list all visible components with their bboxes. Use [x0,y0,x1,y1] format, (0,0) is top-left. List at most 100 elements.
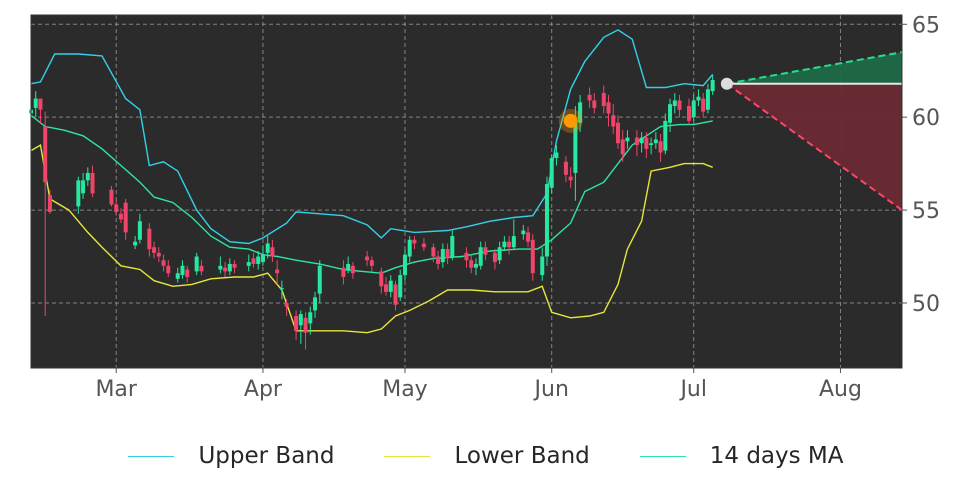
candle-body [549,158,554,188]
candle-up [265,236,270,259]
candle-body [530,239,535,274]
candle-body [227,263,232,272]
candle-body [473,263,478,268]
candle-down [530,234,535,281]
candle-body [223,267,228,272]
candle-body [412,239,417,244]
last-price-marker [720,77,733,90]
candle-body [33,98,38,108]
candle-down [114,198,119,216]
candle-body [507,241,512,248]
legend-item-upper-band: Upper Band [128,443,334,469]
candle-body [294,315,299,331]
candle-up [540,247,545,281]
candle-down [483,241,488,261]
candle-body [43,126,48,183]
candle-body [478,247,483,266]
candle-body [691,100,696,118]
candle-down [658,133,663,162]
candle-body [265,243,270,253]
forecast-down-area [726,83,902,211]
candle-body [137,221,142,240]
candle-body [578,102,583,123]
candle-up [279,280,284,300]
candle-down [526,226,531,248]
candle-body [85,172,90,181]
candle-body [199,265,204,272]
candle-up [497,241,502,264]
candle-body [521,230,526,235]
candle-up [710,74,715,95]
candle-up [227,258,232,276]
candle-up [649,137,654,155]
candle-down [365,250,370,266]
candle-body [497,247,502,261]
candle-body [611,115,616,127]
candle-body [47,195,52,212]
candle-body [194,256,199,272]
legend-item-lower-band: Lower Band [384,443,590,469]
candle-up [473,258,478,276]
candle-body [663,120,668,151]
candle-body [592,100,597,108]
candle-body [658,141,663,153]
candle-down [421,237,426,251]
candle-up [398,269,403,302]
x-tick-label: Jun [533,377,569,402]
candle-body [421,243,426,248]
candle-down [620,130,625,162]
candle-down [185,265,190,283]
candle-body [483,247,488,255]
candle-body [185,269,190,277]
candle-down [166,260,171,277]
candle-body [615,122,620,144]
candle-down [469,254,474,274]
candle-up [549,154,554,194]
candle-body [308,312,313,324]
candle-up [246,254,251,272]
candle-down [341,260,346,285]
candle-down [161,254,166,272]
candle-body [606,102,611,114]
candle-body [511,236,516,248]
candle-body [275,269,280,274]
candle-body [587,94,592,101]
candle-down [634,130,639,157]
candle-up [133,236,138,250]
candle-body [431,247,436,257]
x-tick-label: Apr [244,377,283,402]
candle-body [350,265,355,274]
y-tick-label: 50 [912,292,940,317]
series-line-ma [30,114,713,274]
candle-body [407,239,412,257]
candle-body [668,104,673,123]
candle-down [109,185,114,207]
candle-body [317,265,322,294]
candle-down [644,132,649,159]
candle-up [407,236,412,263]
candle-up [478,241,483,270]
x-tick-label: Mar [95,377,137,402]
candle-down [445,243,450,264]
candle-down [118,208,123,224]
candle-body [114,204,119,212]
candle-down [436,250,441,270]
candle-body [152,247,157,253]
candle-body [526,232,531,242]
candle-down [284,299,289,316]
candle-down [43,111,48,316]
candle-body [166,265,171,274]
candle-body [218,265,223,270]
candle-body [696,96,701,101]
candle-body [369,260,374,266]
candle-down [379,267,384,294]
candle-body [180,265,185,276]
candle-down [90,165,95,198]
candle-up [180,260,185,279]
legend-item-ma: 14 days MA [639,443,844,469]
candle-down [38,98,43,123]
candle-body [492,252,497,263]
candle-body [388,280,393,292]
candle-down [123,198,128,240]
